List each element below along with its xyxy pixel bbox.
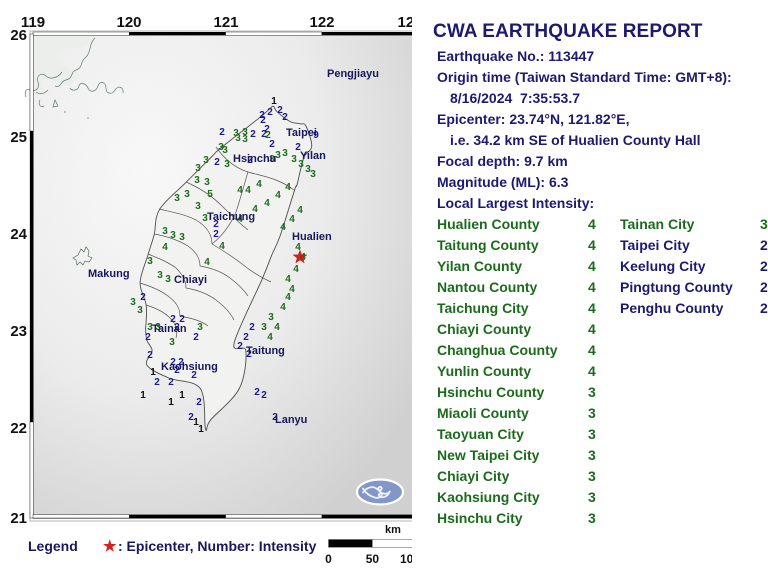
svg-text:km: km (385, 524, 401, 536)
svg-text:Kaohsiung: Kaohsiung (161, 361, 218, 373)
svg-text:1: 1 (140, 390, 146, 401)
svg-text:21: 21 (10, 510, 27, 527)
svg-text:Legend: Legend (28, 538, 78, 554)
svg-text:3: 3 (157, 270, 163, 281)
svg-text:4: 4 (256, 179, 262, 190)
svg-text:2: 2 (154, 377, 160, 388)
svg-text:4: 4 (293, 264, 299, 275)
svg-text:2: 2 (147, 350, 153, 361)
svg-text:4: 4 (275, 190, 281, 201)
svg-text:2: 2 (243, 332, 249, 343)
svg-text:3: 3 (165, 274, 171, 285)
svg-text:3: 3 (130, 297, 136, 308)
svg-text:3: 3 (184, 189, 190, 200)
svg-text:4: 4 (162, 242, 168, 253)
svg-text:2: 2 (267, 107, 273, 118)
svg-text:Taichung: Taichung (207, 211, 255, 223)
svg-text:4: 4 (285, 292, 291, 303)
svg-text:4: 4 (300, 252, 306, 263)
svg-text:: Epicenter, Number: Intensity: : Epicenter, Number: Intensity (118, 538, 317, 554)
svg-text:Hsinchu: Hsinchu (233, 153, 276, 165)
svg-text:23: 23 (10, 323, 27, 340)
svg-text:4: 4 (280, 302, 286, 313)
svg-text:3: 3 (174, 193, 180, 204)
svg-text:2: 2 (193, 332, 199, 343)
svg-text:3: 3 (310, 169, 316, 180)
svg-text:2: 2 (250, 129, 256, 140)
svg-text:26: 26 (10, 27, 27, 44)
svg-text:3: 3 (204, 177, 210, 188)
svg-text:Tainan: Tainan (152, 323, 187, 335)
svg-text:Makung: Makung (88, 268, 130, 280)
svg-text:3: 3 (282, 148, 288, 159)
svg-text:Pengjiayu: Pengjiayu (327, 68, 379, 80)
svg-text:2: 2 (196, 397, 202, 408)
svg-text:4: 4 (285, 182, 291, 193)
svg-text:1: 1 (168, 397, 174, 408)
svg-text:1: 1 (179, 390, 185, 401)
svg-text:3: 3 (147, 256, 153, 267)
svg-text:4: 4 (264, 198, 270, 209)
svg-text:★: ★ (103, 538, 117, 555)
svg-text:3: 3 (242, 134, 248, 145)
svg-text:3: 3 (162, 226, 168, 237)
svg-text:4: 4 (267, 332, 273, 343)
svg-text:22: 22 (10, 420, 27, 437)
svg-text:4: 4 (204, 257, 210, 268)
svg-text:4: 4 (274, 322, 280, 333)
svg-text:4: 4 (280, 222, 286, 233)
svg-text:4: 4 (289, 214, 295, 225)
svg-text:Chiayi: Chiayi (174, 274, 207, 286)
svg-text:2: 2 (214, 157, 220, 168)
svg-text:Lanyu: Lanyu (275, 414, 307, 426)
svg-text:2: 2 (213, 229, 219, 240)
svg-text:2: 2 (168, 377, 174, 388)
svg-text:4: 4 (245, 185, 251, 196)
svg-text:50: 50 (366, 552, 380, 566)
svg-text:4: 4 (297, 205, 303, 216)
svg-text:2: 2 (140, 292, 146, 303)
svg-text:3: 3 (224, 159, 230, 170)
svg-text:120: 120 (116, 14, 141, 31)
svg-text:3: 3 (222, 145, 228, 156)
svg-text:25: 25 (10, 129, 27, 146)
svg-text:3: 3 (194, 175, 200, 186)
svg-text:3: 3 (137, 305, 143, 316)
svg-text:3: 3 (195, 201, 201, 212)
svg-text:2: 2 (249, 322, 255, 333)
svg-text:2: 2 (261, 390, 267, 401)
svg-text:2: 2 (188, 412, 194, 423)
svg-text:121: 121 (213, 14, 238, 31)
svg-text:3: 3 (195, 163, 201, 174)
svg-text:3: 3 (291, 154, 297, 165)
svg-text:4: 4 (219, 241, 225, 252)
svg-text:2: 2 (282, 112, 288, 123)
svg-text:3: 3 (169, 337, 175, 348)
svg-text:3: 3 (203, 155, 209, 166)
svg-text:Yilan: Yilan (300, 150, 326, 162)
svg-text:2: 2 (269, 139, 275, 150)
svg-text:122: 122 (309, 14, 334, 31)
svg-text:2: 2 (237, 341, 243, 352)
svg-text:24: 24 (10, 226, 27, 243)
svg-text:Hualien: Hualien (292, 231, 332, 243)
svg-text:3: 3 (170, 230, 176, 241)
svg-text:100: 100 (400, 552, 412, 566)
svg-text:2: 2 (254, 387, 260, 398)
svg-text:123: 123 (397, 14, 412, 31)
svg-text:4: 4 (237, 185, 243, 196)
svg-text:5: 5 (207, 189, 213, 200)
svg-text:2: 2 (145, 332, 151, 343)
svg-text:3: 3 (179, 232, 185, 243)
svg-text:0: 0 (325, 552, 332, 566)
svg-text:Taipei: Taipei (286, 127, 317, 139)
svg-text:Taitung: Taitung (246, 345, 285, 357)
svg-text:1: 1 (198, 424, 204, 435)
svg-text:2: 2 (219, 127, 225, 138)
svg-text:3: 3 (235, 133, 241, 144)
